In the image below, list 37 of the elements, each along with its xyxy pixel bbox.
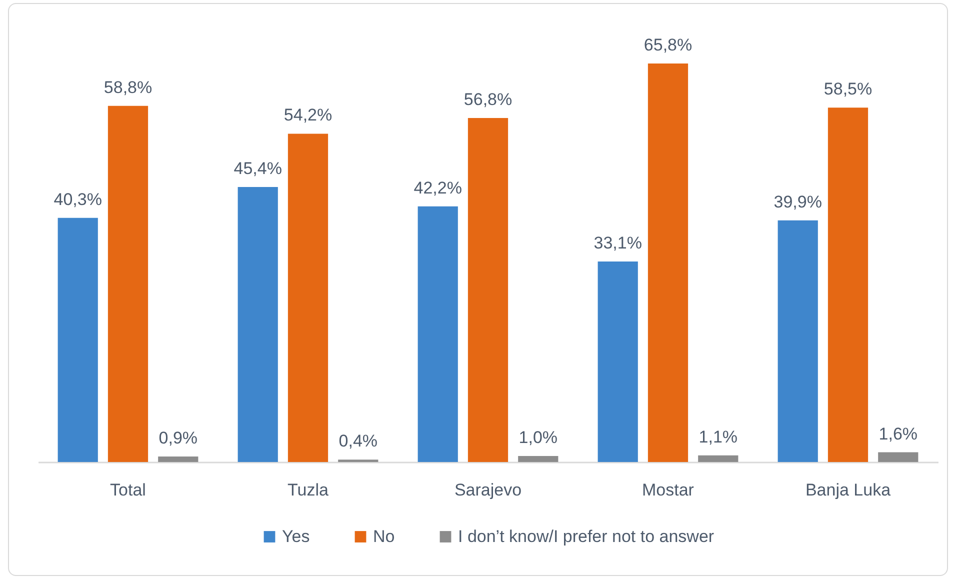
- x-tick-label: Mostar: [642, 480, 694, 500]
- bar: [648, 63, 688, 462]
- x-tick-label: Tuzla: [288, 480, 330, 500]
- data-label: 56,8%: [464, 90, 512, 109]
- bar: [778, 220, 818, 462]
- data-label: 1,6%: [878, 424, 918, 444]
- bar: [418, 206, 458, 462]
- bar: [158, 456, 198, 462]
- data-label: 0,9%: [158, 428, 198, 448]
- bar: [468, 118, 508, 462]
- data-label: 54,2%: [284, 106, 332, 125]
- legend-label: No: [373, 526, 395, 546]
- data-label: 0,4%: [338, 432, 378, 451]
- x-tick-label: Banja Luka: [805, 480, 892, 500]
- data-label: 42,2%: [414, 178, 462, 198]
- bar: [518, 456, 558, 462]
- data-label: 39,9%: [774, 192, 822, 212]
- data-label: 1,0%: [518, 428, 558, 447]
- bar: [698, 455, 738, 462]
- bar: [108, 106, 148, 462]
- x-tick-label: Sarajevo: [454, 480, 522, 500]
- x-tick-label: Total: [110, 480, 146, 500]
- data-label: 65,8%: [644, 35, 692, 54]
- data-label: 1,1%: [698, 427, 738, 446]
- data-label: 45,4%: [234, 159, 282, 178]
- bar: [238, 187, 278, 462]
- data-label: 33,1%: [594, 234, 642, 253]
- bar: [598, 262, 638, 462]
- bar: [58, 218, 98, 462]
- bar: [878, 452, 918, 462]
- legend-label: Yes: [282, 526, 310, 546]
- data-label: 58,5%: [824, 80, 872, 99]
- legend-label: I don’t know/I prefer not to answer: [458, 526, 714, 546]
- bar: [288, 134, 328, 462]
- data-label: 40,3%: [54, 190, 102, 209]
- bar: [828, 108, 868, 462]
- data-label: 58,8%: [104, 78, 152, 97]
